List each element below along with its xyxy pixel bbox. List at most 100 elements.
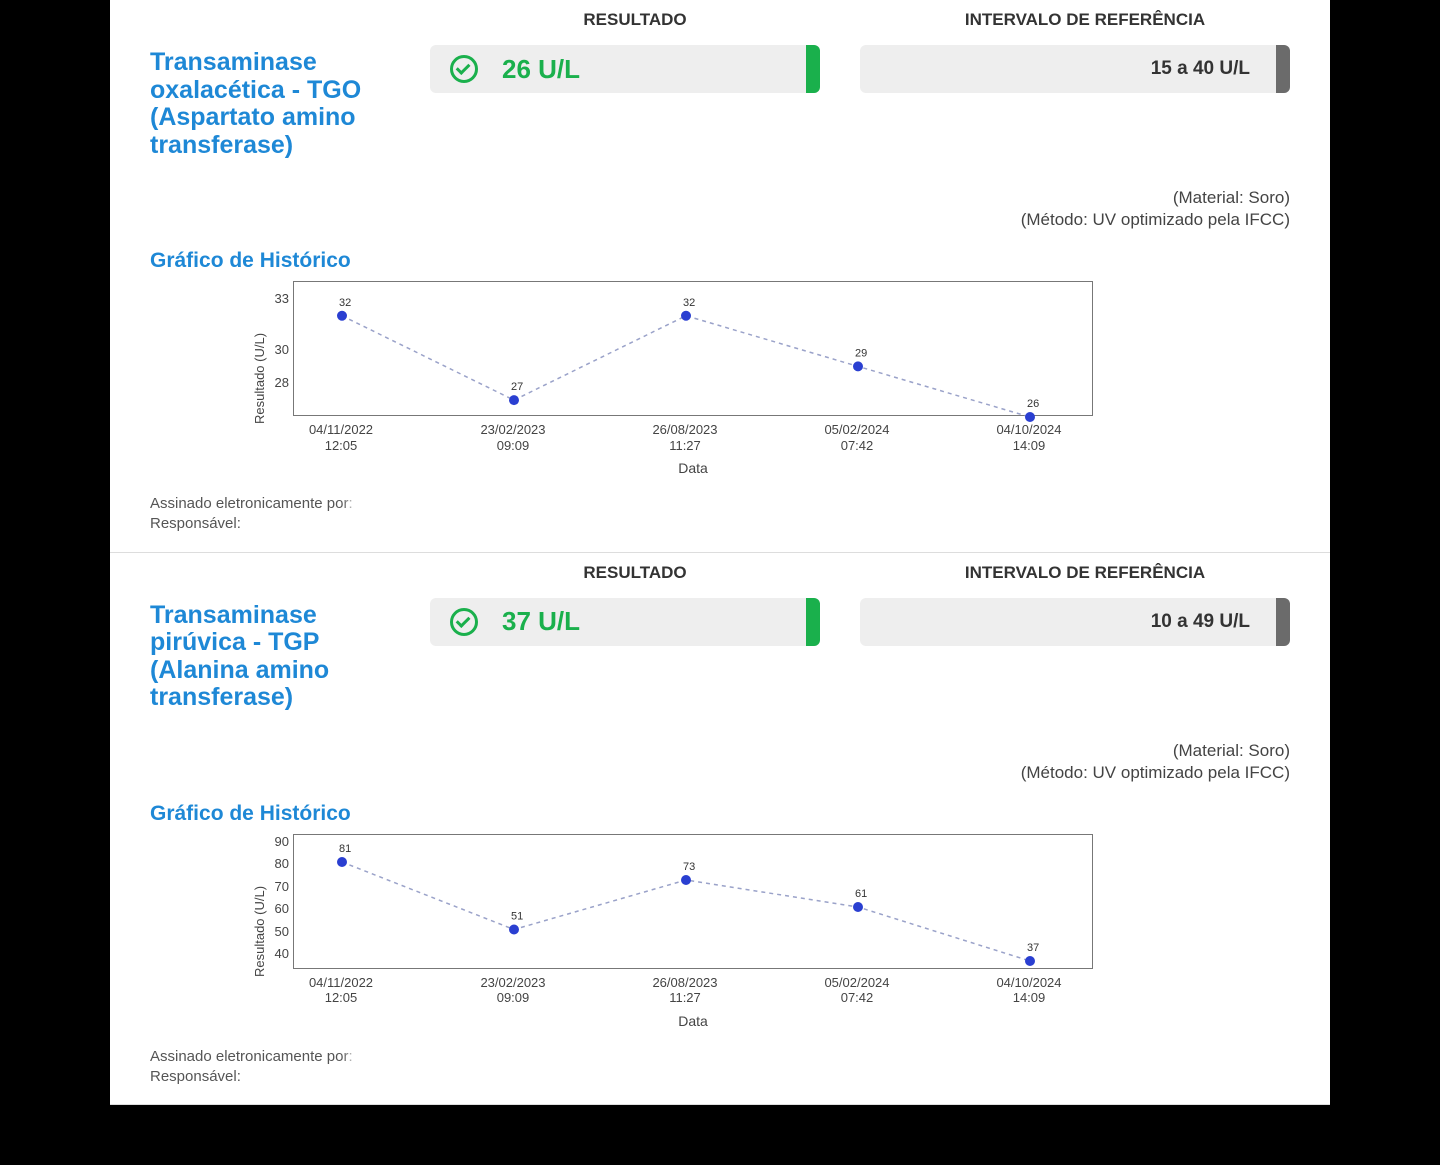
chart-column: 81 51 73 61 37 04/11/202212:05 23/02/202309:0… xyxy=(293,834,1093,1029)
signed-by-label: Assinado eletronicamente por: xyxy=(150,1048,353,1065)
ytick-label: 60 xyxy=(275,901,289,916)
xtick-label: 05/02/202407:42 xyxy=(817,422,897,453)
chart-point-label: 37 xyxy=(1027,942,1039,954)
xtick-label: 04/10/202414:09 xyxy=(989,422,1069,453)
ytick-label: 33 xyxy=(275,291,289,306)
xtick-label: 04/11/202212:05 xyxy=(301,422,381,453)
chart-title: Gráfico de Histórico xyxy=(150,802,1290,826)
chart-point-label: 73 xyxy=(683,861,695,873)
chart-xlabel: Data xyxy=(293,460,1093,476)
xtick-label: 23/02/202309:09 xyxy=(473,422,553,453)
chart-point-label: 29 xyxy=(855,348,867,360)
chart-point-label: 27 xyxy=(511,381,523,393)
chart-point-label: 81 xyxy=(339,843,351,855)
ytick-label: 70 xyxy=(275,879,289,894)
result-cap xyxy=(806,45,820,93)
test-name: Transaminase pirúvica - TGP (Alanina ami… xyxy=(150,598,410,712)
chart-plot: 32 27 32 29 26 xyxy=(293,281,1093,416)
chart-wrap: Resultado (U/L) 405060708090 8151736137 … xyxy=(250,834,1290,1029)
reference-cap xyxy=(1276,598,1290,646)
chart-title: Gráfico de Histórico xyxy=(150,249,1290,273)
redacted-area xyxy=(357,495,877,513)
chart-column: 32 27 32 29 26 04/11/202212:05 23/02/202309:0… xyxy=(293,281,1093,476)
reference-cap xyxy=(1276,45,1290,93)
ytick-label: 80 xyxy=(275,856,289,871)
chart-point-label: 61 xyxy=(855,888,867,900)
xtick-label: 04/11/202212:05 xyxy=(301,975,381,1006)
chart-xticks: 04/11/202212:05 23/02/202309:09 26/08/2023… xyxy=(293,975,1093,1005)
test-name: Transaminase oxalacética - TGO (Aspartat… xyxy=(150,45,410,159)
reference-value: 15 a 40 U/L xyxy=(1151,58,1250,80)
responsible-label: Responsável: xyxy=(150,1068,241,1085)
method-line: (Método: UV optimizado pela IFCC) xyxy=(150,209,1290,231)
reference-pill: 15 a 40 U/L xyxy=(860,45,1290,93)
chart-marker xyxy=(681,311,691,321)
chart-point-label: 32 xyxy=(683,297,695,309)
redacted-area xyxy=(357,1048,877,1066)
result-value: 26 U/L xyxy=(502,54,580,85)
check-circle-icon xyxy=(450,55,478,83)
chart-ylabel: Resultado (U/L) xyxy=(250,834,269,1029)
column-headers: RESULTADO INTERVALO DE REFERÊNCIA xyxy=(110,0,1330,35)
column-headers: RESULTADO INTERVALO DE REFERÊNCIA xyxy=(110,553,1330,588)
chart-svg: 32 27 32 29 26 xyxy=(294,282,1094,417)
xtick-label: 26/08/202311:27 xyxy=(645,422,725,453)
test-row: Transaminase oxalacética - TGO (Aspartat… xyxy=(150,45,1290,159)
signature-block: Assinado eletronicamente por: Responsáve… xyxy=(150,1047,1290,1088)
ytick-label: 30 xyxy=(275,342,289,357)
signature-block: Assinado eletronicamente por: Responsáve… xyxy=(150,494,1290,535)
chart-wrap: Resultado (U/L) 28 30 33 32 27 32 29 26 04/11/… xyxy=(250,281,1290,476)
chart-plot: 81 51 73 61 37 xyxy=(293,834,1093,969)
result-value: 37 U/L xyxy=(502,606,580,637)
chart-xlabel: Data xyxy=(293,1013,1093,1029)
chart-point-label: 51 xyxy=(511,910,523,922)
test-meta: (Material: Soro) (Método: UV optimizado … xyxy=(150,187,1290,231)
result-pill: 37 U/L xyxy=(430,598,820,646)
reference-pill: 10 a 49 U/L xyxy=(860,598,1290,646)
header-result: RESULTADO xyxy=(430,10,840,30)
test-block-tgo: Transaminase oxalacética - TGO (Aspartat… xyxy=(110,35,1330,553)
result-cap xyxy=(806,598,820,646)
material-line: (Material: Soro) xyxy=(150,740,1290,762)
xtick-label: 23/02/202309:09 xyxy=(473,975,553,1006)
header-result: RESULTADO xyxy=(430,563,840,583)
ytick-label: 50 xyxy=(275,924,289,939)
chart-line xyxy=(342,316,1030,417)
chart-marker xyxy=(337,311,347,321)
check-circle-icon xyxy=(450,608,478,636)
ytick-label: 28 xyxy=(275,375,289,390)
chart-marker xyxy=(509,395,519,405)
chart-ylabel: Resultado (U/L) xyxy=(250,281,269,476)
chart-svg: 81 51 73 61 37 xyxy=(294,835,1094,970)
signed-by-label: Assinado eletronicamente por: xyxy=(150,495,353,512)
chart-marker xyxy=(681,875,691,885)
test-row: Transaminase pirúvica - TGP (Alanina ami… xyxy=(150,598,1290,712)
result-pill: 26 U/L xyxy=(430,45,820,93)
reference-value: 10 a 49 U/L xyxy=(1151,611,1250,633)
header-reference: INTERVALO DE REFERÊNCIA xyxy=(880,563,1290,583)
header-spacer xyxy=(150,563,430,583)
method-line: (Método: UV optimizado pela IFCC) xyxy=(150,762,1290,784)
test-meta: (Material: Soro) (Método: UV optimizado … xyxy=(150,740,1290,784)
chart-marker xyxy=(1025,412,1035,422)
chart-marker xyxy=(1025,956,1035,966)
header-reference: INTERVALO DE REFERÊNCIA xyxy=(880,10,1290,30)
ytick-label: 40 xyxy=(275,946,289,961)
chart-marker xyxy=(853,902,863,912)
header-spacer xyxy=(150,10,430,30)
chart-yticks: 405060708090 xyxy=(269,834,293,969)
xtick-label: 26/08/202311:27 xyxy=(645,975,725,1006)
chart-xticks: 04/11/202212:05 23/02/202309:09 26/08/2023… xyxy=(293,422,1093,452)
responsible-label: Responsável: xyxy=(150,515,241,532)
chart-marker xyxy=(509,924,519,934)
chart-marker xyxy=(337,857,347,867)
test-block-tgp: Transaminase pirúvica - TGP (Alanina ami… xyxy=(110,588,1330,1106)
material-line: (Material: Soro) xyxy=(150,187,1290,209)
lab-report-page: RESULTADO INTERVALO DE REFERÊNCIA Transa… xyxy=(110,0,1330,1105)
xtick-label: 05/02/202407:42 xyxy=(817,975,897,1006)
xtick-label: 04/10/202414:09 xyxy=(989,975,1069,1006)
chart-yticks: 28 30 33 xyxy=(269,281,293,416)
chart-point-label: 26 xyxy=(1027,398,1039,410)
chart-marker xyxy=(853,362,863,372)
chart-point-label: 32 xyxy=(339,297,351,309)
